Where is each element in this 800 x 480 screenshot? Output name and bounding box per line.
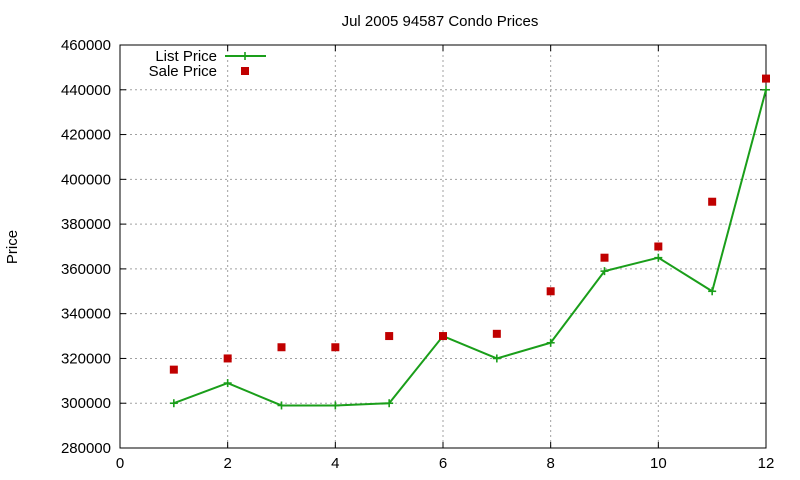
data-point-sale-price: [169, 365, 178, 374]
y-tick-label: 340000: [61, 306, 111, 323]
legend-key-sale-price: [241, 67, 249, 75]
data-point-list-price: [654, 253, 663, 262]
y-tick-label: 360000: [61, 261, 111, 278]
x-tick-label: 6: [439, 455, 447, 472]
legend-marker-list-price: [241, 52, 249, 60]
data-point-list-price: [492, 354, 501, 363]
legend-key-list-price: [225, 52, 266, 60]
plot-frame: [119, 44, 767, 449]
data-point-list-price: [546, 338, 555, 347]
y-tick-label: 400000: [61, 171, 111, 188]
data-point-sale-price: [762, 74, 770, 83]
x-tick-label: 10: [650, 455, 667, 472]
data-point-list-price: [708, 287, 717, 296]
y-axis-label: Price: [4, 230, 21, 264]
x-tick-label: 2: [223, 455, 231, 472]
data-point-sale-price: [277, 343, 286, 352]
y-tick-label: 460000: [61, 37, 111, 54]
data-point-sale-price: [546, 287, 555, 296]
legend: List Price Sale Price: [149, 48, 266, 80]
data-point-list-price: [169, 399, 178, 408]
series-line-list-price: [173, 89, 767, 407]
data-point-sale-price: [385, 332, 394, 341]
chart-title: Jul 2005 94587 Condo Prices: [342, 13, 539, 30]
data-point-sale-price: [223, 354, 232, 363]
x-tick-label: 4: [331, 455, 339, 472]
legend-label-sale-price: Sale Price: [149, 63, 217, 80]
y-tick-label: 280000: [61, 440, 111, 457]
y-tick-label: 300000: [61, 395, 111, 412]
y-tick-label: 420000: [61, 127, 111, 144]
data-point-sale-price: [331, 343, 340, 352]
data-point-list-price: [385, 399, 394, 408]
data-point-list-price: [277, 401, 286, 410]
series-layer: [169, 74, 770, 410]
data-point-sale-price: [654, 242, 663, 251]
x-tick-label: 0: [116, 455, 124, 472]
data-point-sale-price: [600, 253, 609, 262]
y-tick-label: 320000: [61, 350, 111, 367]
data-point-list-price: [762, 85, 770, 94]
data-point-list-price: [600, 267, 609, 276]
data-point-sale-price: [492, 329, 501, 338]
y-tick-label: 380000: [61, 216, 111, 233]
x-tick-label: 8: [546, 455, 554, 472]
x-tick-label: 12: [758, 455, 775, 472]
y-tick-label: 440000: [61, 82, 111, 99]
axis-ticks: 280000 300000 320000 340000 360000 380000 4000…: [61, 37, 774, 472]
legend-label-list-price: List Price: [155, 48, 217, 65]
data-point-list-price: [223, 379, 232, 388]
legend-marker-sale-price: [241, 67, 249, 75]
data-point-sale-price: [439, 332, 447, 341]
data-point-sale-price: [708, 197, 717, 206]
data-point-list-price: [331, 401, 340, 410]
